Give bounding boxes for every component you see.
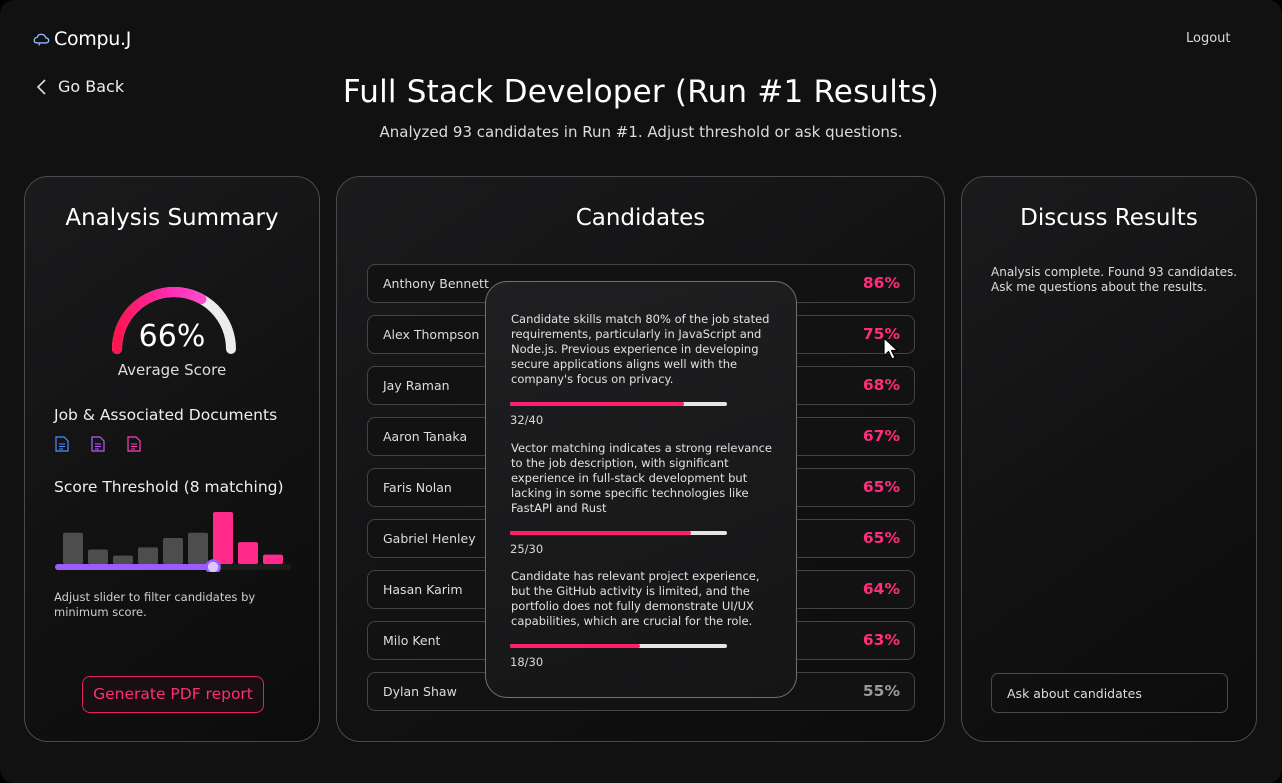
ask-candidates-input[interactable] xyxy=(991,673,1228,713)
histogram-bar xyxy=(263,554,283,564)
tooltip-project-bar xyxy=(510,644,727,648)
page-subtitle: Analyzed 93 candidates in Run #1. Adjust… xyxy=(379,123,903,141)
generate-pdf-button[interactable]: Generate PDF report xyxy=(82,676,264,713)
tooltip-vector-bar xyxy=(510,531,727,535)
discuss-results-title: Discuss Results xyxy=(1020,205,1198,231)
candidate-name: Alex Thompson xyxy=(383,327,480,342)
candidate-name: Dylan Shaw xyxy=(383,684,457,699)
candidate-score: 67% xyxy=(862,427,900,445)
candidate-name: Aaron Tanaka xyxy=(383,429,468,444)
histogram-bar xyxy=(113,555,133,564)
app-logo[interactable]: Compu.J xyxy=(33,28,131,50)
analysis-summary-panel: Analysis Summary 66% Average Score Job &… xyxy=(24,176,320,742)
documents-label: Job & Associated Documents xyxy=(54,406,278,424)
tooltip-skills-text: Candidate skills match 80% of the job st… xyxy=(511,312,770,386)
histogram-bar xyxy=(238,542,258,564)
tooltip-vector-score: 25/30 xyxy=(510,542,544,556)
candidate-detail-tooltip: Candidate skills match 80% of the job st… xyxy=(485,281,797,698)
histogram-bar xyxy=(213,512,233,564)
chevron-left-icon xyxy=(36,78,46,95)
tooltip-vector-bar-fill xyxy=(510,531,691,535)
average-score-gauge xyxy=(112,287,236,354)
candidates-title: Candidates xyxy=(575,205,706,231)
logo-cloud-icon xyxy=(33,33,50,46)
candidate-score: 64% xyxy=(862,580,900,598)
document-icon[interactable] xyxy=(127,436,141,452)
tooltip-vector-text: Vector matching indicates a strong relev… xyxy=(511,441,773,515)
assistant-message: Analysis complete. Found 93 candidates. … xyxy=(991,265,1238,294)
analysis-summary-title: Analysis Summary xyxy=(65,205,279,231)
gauge-fill xyxy=(112,287,207,354)
tooltip-project-score: 18/30 xyxy=(510,655,544,669)
histogram-bar xyxy=(63,532,83,564)
document-list xyxy=(55,436,141,452)
app-name: Compu.J xyxy=(54,28,132,50)
slider-hint: Adjust slider to filter candidates by mi… xyxy=(54,590,256,619)
slider-fill xyxy=(55,564,214,570)
tooltip-skills-bar xyxy=(510,402,727,406)
document-icon[interactable] xyxy=(91,436,105,452)
tooltip-project-text: Candidate has relevant project experienc… xyxy=(511,569,760,628)
candidate-name: Faris Nolan xyxy=(383,480,452,495)
tooltip-project-bar-fill xyxy=(510,644,641,648)
tooltip-skills-bar-fill xyxy=(510,402,684,406)
candidate-name: Milo Kent xyxy=(383,633,441,648)
discuss-results-panel: Discuss Results Analysis complete. Found… xyxy=(961,176,1257,742)
candidate-name: Gabriel Henley xyxy=(383,531,476,546)
score-histogram[interactable] xyxy=(55,512,291,572)
candidate-score: 65% xyxy=(862,478,900,496)
score-threshold-label: Score Threshold (8 matching) xyxy=(54,478,284,496)
candidate-score: 86% xyxy=(862,274,900,292)
average-score-label: Average Score xyxy=(117,361,227,379)
logout-link[interactable]: Logout xyxy=(1186,31,1231,46)
candidate-name: Jay Raman xyxy=(383,378,450,393)
go-back-button[interactable]: Go Back xyxy=(36,77,124,96)
candidate-name: Anthony Bennett xyxy=(383,276,489,291)
average-score-value: 66% xyxy=(138,319,206,354)
candidates-panel: Candidates Anthony Bennett 86% Alex Thomps… xyxy=(336,176,945,742)
candidate-score: 65% xyxy=(862,529,900,547)
histogram-bar xyxy=(188,532,208,564)
histogram-bar xyxy=(88,549,108,564)
candidate-name: Hasan Karim xyxy=(383,582,463,597)
tooltip-skills-score: 32/40 xyxy=(510,413,544,427)
mouse-pointer-icon xyxy=(883,337,899,360)
candidate-score: 68% xyxy=(862,376,900,394)
document-icon[interactable] xyxy=(55,436,69,452)
go-back-label: Go Back xyxy=(58,77,125,96)
histogram-bar xyxy=(163,538,183,564)
candidate-score: 55% xyxy=(862,682,900,700)
page-title: Full Stack Developer (Run #1 Results) xyxy=(342,74,940,110)
histogram-bar xyxy=(138,547,158,564)
candidate-score: 75% xyxy=(862,325,900,343)
slider-handle[interactable] xyxy=(205,559,221,573)
candidate-score: 63% xyxy=(862,631,900,649)
